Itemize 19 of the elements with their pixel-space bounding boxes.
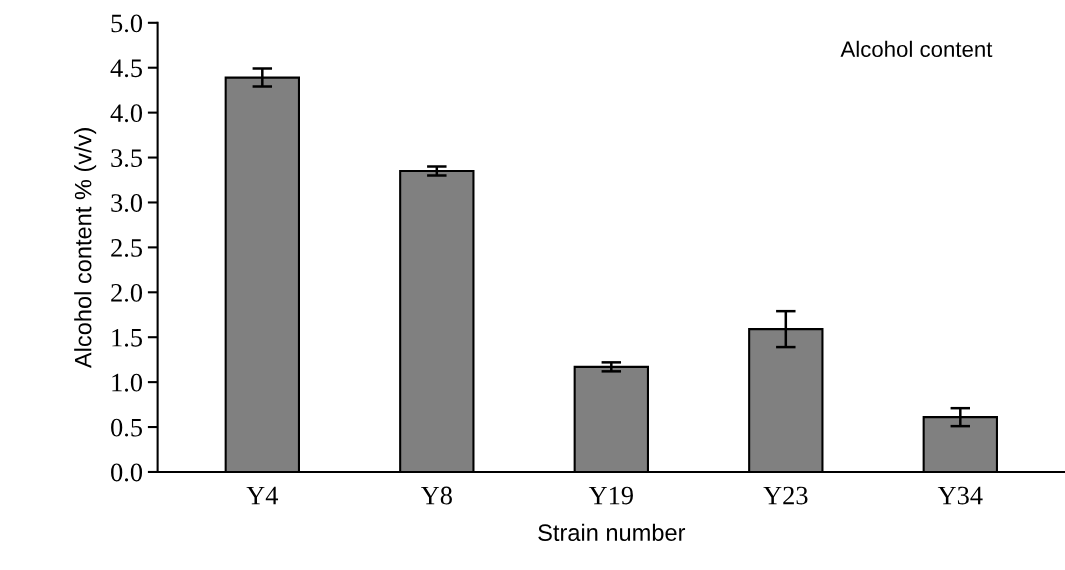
y-tick-label: 4.0 [110,104,143,123]
y-tick-label: 1.0 [112,373,143,392]
x-tick-label: Y34 [937,486,983,505]
y-tick-label: 2.0 [111,283,143,302]
annotation: Alcohol content [840,40,993,58]
y-tick-label: 0.0 [111,463,143,482]
y-tick-label: 4.5 [110,59,143,78]
y-tick-label: 1.5 [112,328,143,347]
y-tick-label: 3.5 [111,149,143,168]
y-tick-label: 3.0 [111,194,143,212]
y-tick-label: 2.5 [111,239,143,257]
y-tick-label: 5.0 [111,14,143,33]
x-tick-label: Y19 [588,486,633,505]
x-tick-label: Y23 [763,486,808,505]
x-tick-label: Y4 [246,486,279,505]
x-tick-label: Y8 [420,486,452,505]
y-tick-label: 0.5 [111,418,143,437]
y-axis-title: Alcohol content % (v/v) [74,128,97,369]
x-axis-title: Strain number [538,523,686,542]
